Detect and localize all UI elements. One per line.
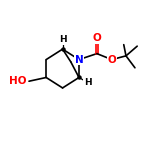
Text: O: O [93,33,101,43]
Text: O: O [107,55,116,65]
Text: HO: HO [9,76,27,86]
Text: H: H [84,78,92,87]
Text: H: H [59,35,66,44]
Text: N: N [75,55,83,65]
